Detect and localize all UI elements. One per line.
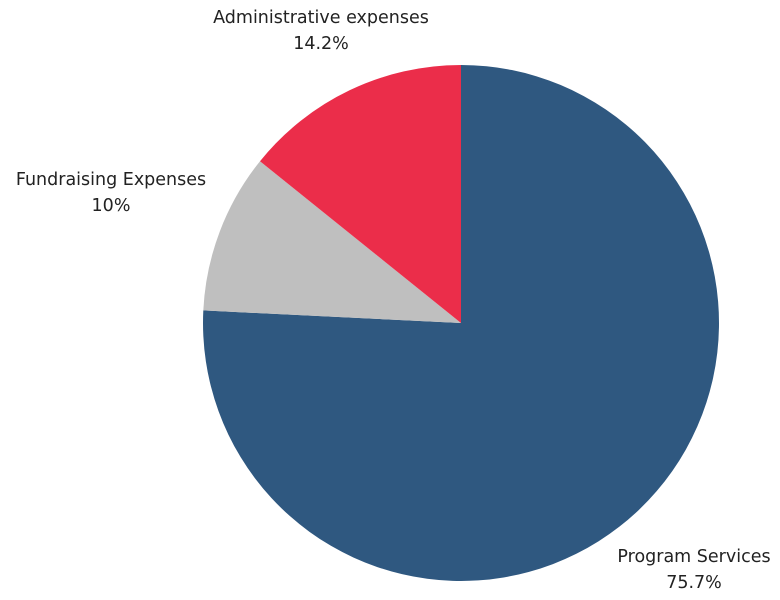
value-administrative-expenses: 14.2%	[293, 34, 349, 54]
label-fundraising-expenses: Fundraising Expenses	[16, 170, 206, 190]
pie-slice-fundraising-expenses	[203, 161, 461, 323]
value-fundraising-expenses: 10%	[92, 196, 131, 216]
pie-slices	[203, 65, 720, 581]
label-administrative-expenses: Administrative expenses	[213, 8, 429, 28]
pie-slice-program-services	[203, 65, 720, 581]
label-program-services: Program Services	[617, 547, 770, 567]
value-program-services: 75.7%	[666, 573, 722, 593]
pie-slice-administrative-expenses	[260, 65, 461, 323]
pie-labels: Program Services 75.7% Fundraising Expen…	[16, 8, 771, 593]
